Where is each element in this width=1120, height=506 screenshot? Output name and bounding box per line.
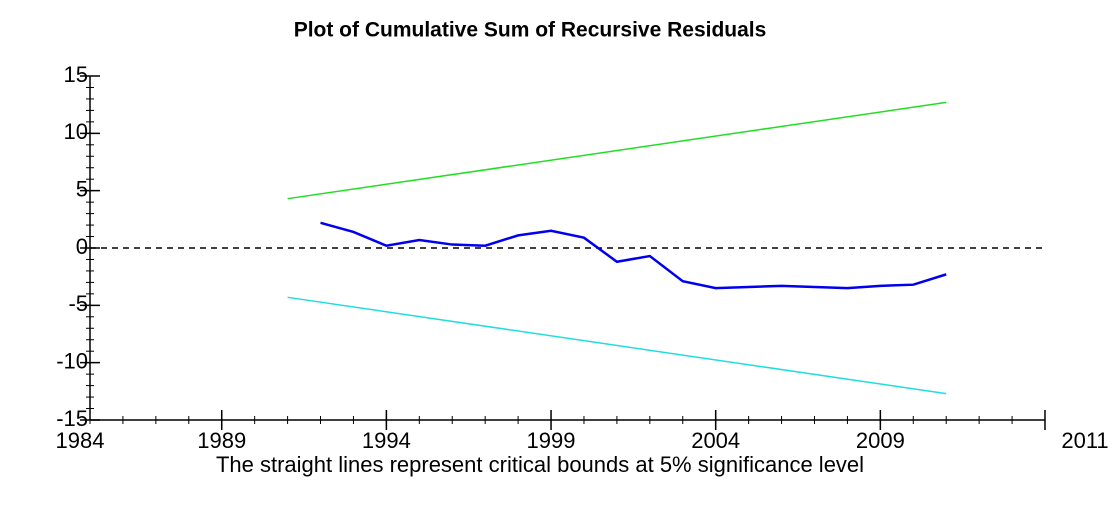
y-tick-label: 10: [64, 119, 88, 144]
x-tick-label: 1999: [527, 428, 576, 453]
y-tick-label: 0: [76, 234, 88, 259]
y-tick-label: -5: [68, 291, 88, 316]
x-tick-label: 1984: [56, 428, 105, 453]
series-line: [320, 221, 947, 290]
y-tick-label: -10: [56, 348, 88, 373]
series-line: [287, 296, 947, 395]
x-tick-label: 1989: [197, 428, 246, 453]
y-tick-label: 5: [76, 176, 88, 201]
x-axis-end-label: 2011: [1061, 428, 1108, 453]
series-line: [287, 101, 947, 200]
x-tick-label: 2009: [856, 428, 905, 453]
caption: The straight lines represent critical bo…: [216, 452, 864, 477]
y-tick-label: 15: [64, 62, 88, 87]
chart-title: Plot of Cumulative Sum of Recursive Resi…: [294, 19, 767, 42]
x-tick-label: 2004: [691, 428, 740, 453]
x-tick-label: 1994: [362, 428, 411, 453]
y-tick-label: -15: [56, 406, 88, 431]
